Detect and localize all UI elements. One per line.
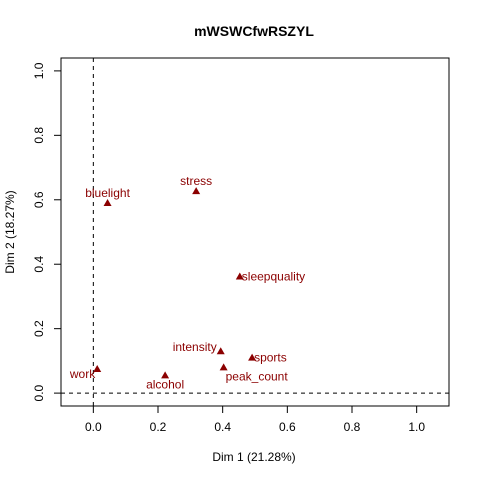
- point-marker-sports: [248, 353, 257, 361]
- y-axis-label: Dim 2 (18.27%): [3, 190, 17, 273]
- point-label-peak_count: peak_count: [226, 369, 289, 383]
- point-marker-alcohol: [161, 371, 170, 379]
- x-tick-label: 0.4: [214, 420, 231, 434]
- point-label-work: work: [69, 367, 96, 381]
- point-marker-work: [93, 364, 102, 372]
- y-tick-label: 0.4: [32, 256, 46, 273]
- point-label-intensity: intensity: [173, 340, 217, 354]
- point-label-sports: sports: [254, 351, 287, 365]
- data-points: stress bluelight sleepquality intensity spor…: [69, 174, 305, 391]
- y-tick-label: 0.2: [32, 320, 46, 337]
- point-marker-peak_count: [219, 363, 228, 371]
- y-axis: 0.0 0.2 0.4 0.6 0.8 1.0: [32, 62, 62, 401]
- point-marker-stress: [192, 187, 201, 195]
- point-marker-bluelight: [103, 199, 112, 206]
- point-label-stress: stress: [180, 174, 212, 188]
- chart-title: mWSWCfwRSZYL: [194, 23, 314, 39]
- x-tick-label: 0.0: [85, 420, 102, 434]
- x-axis-label: Dim 1 (21.28%): [212, 450, 295, 464]
- point-marker-intensity: [216, 347, 225, 355]
- x-tick-label: 0.2: [150, 420, 167, 434]
- point-marker-sleepquality: [235, 272, 244, 280]
- y-tick-label: 0.0: [32, 384, 46, 401]
- point-label-bluelight: bluelight: [85, 186, 130, 200]
- y-tick-label: 1.0: [32, 62, 46, 79]
- y-tick-label: 0.6: [32, 191, 46, 208]
- point-label-alcohol: alcohol: [146, 377, 184, 391]
- y-tick-label: 0.8: [32, 127, 46, 144]
- point-label-sleepquality: sleepquality: [242, 269, 305, 283]
- x-axis: 0.0 0.2 0.4 0.6 0.8 1.0: [85, 405, 425, 434]
- x-tick-label: 0.8: [344, 420, 361, 434]
- x-tick-label: 0.6: [279, 420, 296, 434]
- x-tick-label: 1.0: [408, 420, 425, 434]
